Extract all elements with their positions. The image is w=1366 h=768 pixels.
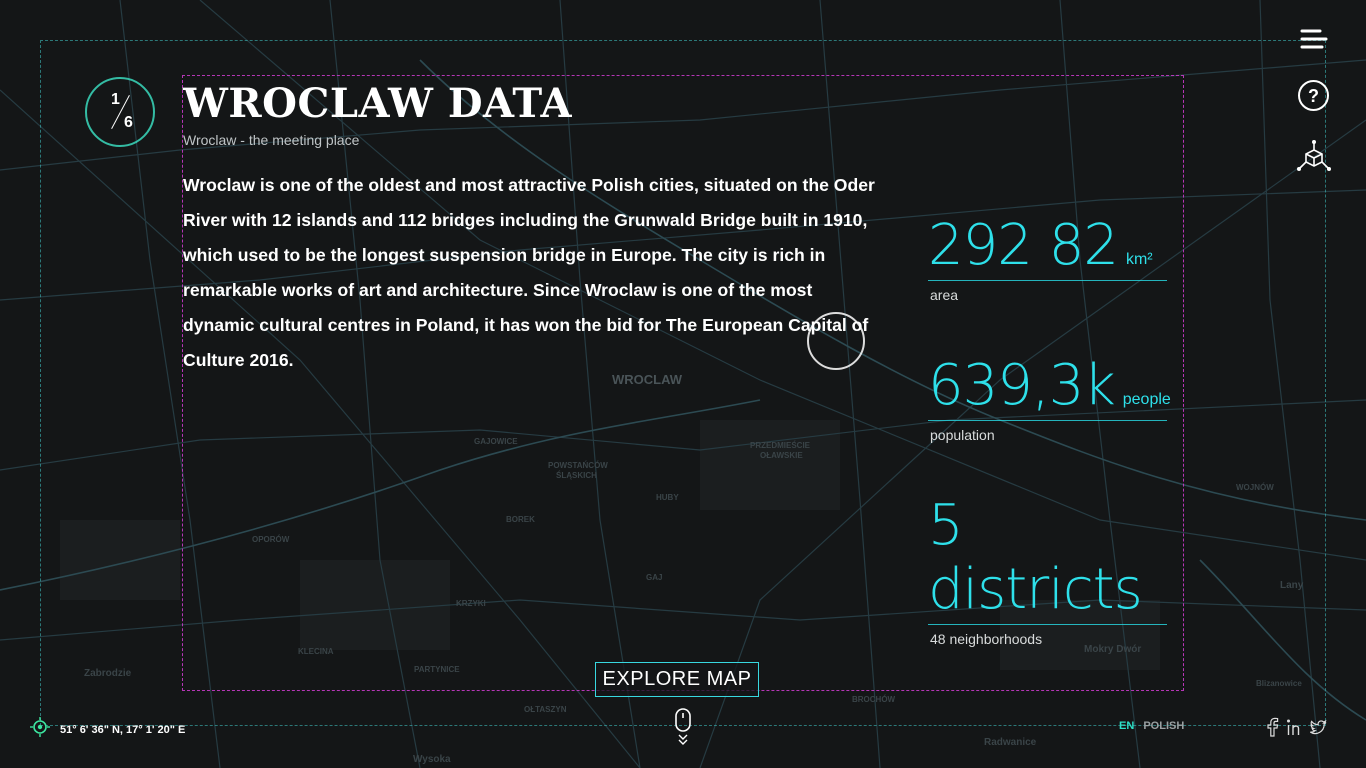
- question-icon[interactable]: ?: [1297, 79, 1330, 117]
- svg-text:HUBY: HUBY: [656, 493, 679, 502]
- coordinates-readout: 51° 6' 36" N, 17° 1' 20" E: [60, 723, 186, 736]
- crosshair-icon[interactable]: [30, 717, 50, 742]
- stat-area-row: 292 82 km²: [928, 214, 1167, 281]
- svg-text:Mokry Dwór: Mokry Dwór: [1084, 644, 1141, 655]
- page-title: WROCLAW DATA: [183, 80, 573, 127]
- cube-3d-icon[interactable]: [1296, 140, 1332, 179]
- lang-en[interactable]: EN: [1119, 720, 1135, 732]
- stat-districts-row: 5 districts: [928, 494, 1167, 625]
- lang-polish[interactable]: POLISH: [1143, 720, 1185, 732]
- hamburger-icon[interactable]: [1300, 28, 1328, 55]
- stat-area-value: 292 82: [928, 213, 1119, 278]
- svg-text:?: ?: [1308, 86, 1319, 106]
- facebook-icon[interactable]: [1265, 717, 1279, 742]
- mouse-scroll-icon[interactable]: [673, 708, 693, 751]
- stat-area: 292 82 km² area: [928, 214, 1167, 303]
- svg-text:OŁTASZYN: OŁTASZYN: [524, 705, 567, 714]
- svg-text:ŚLĄSKICH: ŚLĄSKICH: [556, 471, 597, 480]
- language-switcher: EN POLISH: [1119, 720, 1184, 732]
- slide-total: 6: [124, 114, 133, 131]
- stat-area-label: area: [930, 287, 959, 303]
- stat-area-unit: km²: [1125, 251, 1153, 268]
- svg-text:BOREK: BOREK: [506, 515, 535, 524]
- svg-text:Blizanowice: Blizanowice: [1256, 679, 1302, 688]
- svg-text:OŁAWSKIE: OŁAWSKIE: [760, 451, 803, 460]
- svg-text:PARTYNICE: PARTYNICE: [414, 665, 460, 674]
- stat-districts: 5 districts 48 neighborhoods: [928, 494, 1167, 647]
- stat-population-value: 639,3k: [928, 353, 1116, 418]
- svg-text:Wysoka: Wysoka: [413, 754, 451, 765]
- svg-text:KRZYKI: KRZYKI: [456, 599, 486, 608]
- svg-text:WROCLAW: WROCLAW: [612, 372, 683, 387]
- svg-text:BROCHÓW: BROCHÓW: [852, 695, 896, 704]
- svg-text:GAJOWICE: GAJOWICE: [474, 437, 518, 446]
- twitter-icon[interactable]: [1309, 717, 1327, 742]
- slide-counter: 1 6: [85, 77, 155, 147]
- svg-text:KLECINA: KLECINA: [298, 647, 334, 656]
- stat-population-label: population: [930, 427, 995, 443]
- slide-current: 1: [111, 91, 120, 108]
- stat-population: 639,3k people population: [928, 353, 1171, 443]
- stat-population-row: 639,3k people: [928, 353, 1171, 421]
- svg-text:Lany: Lany: [1280, 580, 1304, 591]
- cursor-ring: [807, 312, 865, 370]
- linkedin-icon[interactable]: [1286, 717, 1304, 742]
- svg-text:Radwanice: Radwanice: [984, 737, 1037, 748]
- stat-districts-label: 48 neighborhoods: [930, 631, 1043, 647]
- svg-text:PRZEDMIEŚCIE: PRZEDMIEŚCIE: [750, 441, 811, 450]
- page-subtitle: Wroclaw - the meeting place: [183, 132, 360, 148]
- outer-frame: [40, 40, 1326, 726]
- svg-text:GAJ: GAJ: [646, 573, 662, 582]
- svg-text:WOJNÓW: WOJNÓW: [1236, 483, 1274, 492]
- svg-text:POWSTAŃCÓW: POWSTAŃCÓW: [548, 461, 608, 470]
- stat-population-unit: people: [1122, 391, 1171, 408]
- stat-districts-value: 5 districts: [928, 493, 1143, 622]
- city-description: Wroclaw is one of the oldest and most at…: [183, 175, 875, 370]
- location-display: 51° 6' 36" N, 17° 1' 20" E: [30, 717, 185, 742]
- explore-map-button[interactable]: EXPLORE MAP: [595, 662, 759, 697]
- svg-text:Zabrodzie: Zabrodzie: [84, 668, 132, 679]
- svg-text:OPORÓW: OPORÓW: [252, 535, 290, 544]
